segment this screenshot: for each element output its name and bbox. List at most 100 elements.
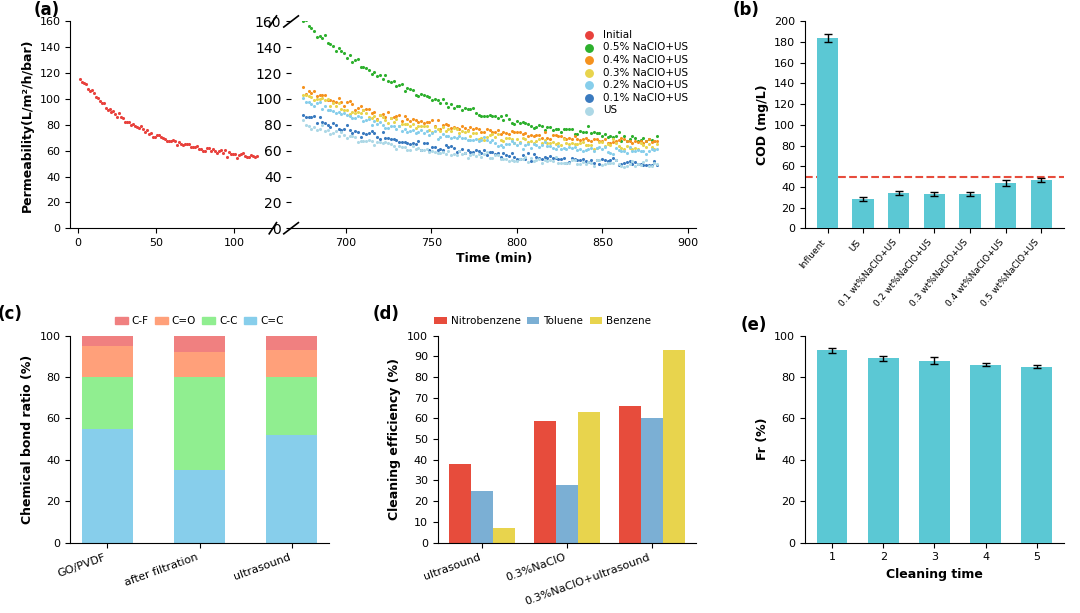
Point bbox=[297, 113, 314, 123]
Bar bbox=[1030, 180, 1052, 228]
Point bbox=[297, 97, 314, 107]
Point bbox=[450, 131, 468, 140]
Point bbox=[610, 135, 627, 145]
Point bbox=[396, 86, 414, 96]
Point bbox=[462, 147, 480, 156]
Point bbox=[366, 107, 383, 116]
Point bbox=[402, 139, 419, 149]
Point bbox=[302, 92, 320, 102]
Point bbox=[498, 150, 515, 160]
Point bbox=[522, 129, 539, 139]
Point bbox=[311, 97, 328, 107]
Point bbox=[500, 133, 517, 143]
Point bbox=[415, 118, 432, 128]
Point bbox=[561, 142, 578, 152]
Point bbox=[152, 132, 170, 142]
Point bbox=[575, 134, 592, 144]
Point bbox=[171, 137, 188, 147]
Point bbox=[440, 121, 457, 131]
Point bbox=[616, 131, 633, 141]
Point bbox=[596, 159, 613, 169]
Point bbox=[646, 144, 663, 154]
Point bbox=[372, 117, 389, 127]
Point bbox=[437, 149, 455, 159]
Point bbox=[374, 112, 391, 121]
Point bbox=[599, 156, 617, 166]
Point bbox=[189, 141, 206, 151]
Y-axis label: Chemical bond ratio (%): Chemical bond ratio (%) bbox=[21, 354, 33, 524]
Point bbox=[429, 95, 446, 105]
Point bbox=[541, 142, 558, 151]
Point bbox=[511, 138, 528, 148]
Point bbox=[626, 161, 644, 170]
Point bbox=[588, 128, 605, 137]
Point bbox=[330, 97, 348, 107]
Point bbox=[582, 128, 599, 137]
Point bbox=[516, 134, 534, 144]
Point bbox=[322, 94, 339, 104]
Point bbox=[516, 154, 534, 164]
Point bbox=[599, 147, 617, 157]
Bar bbox=[174, 377, 225, 470]
Point bbox=[95, 98, 112, 108]
Point bbox=[454, 121, 471, 131]
Bar bbox=[640, 419, 663, 543]
Point bbox=[495, 127, 512, 137]
Point bbox=[643, 137, 660, 147]
Point bbox=[316, 118, 334, 128]
Point bbox=[382, 121, 400, 131]
Bar bbox=[494, 528, 515, 543]
Point bbox=[297, 15, 314, 25]
Point bbox=[594, 136, 611, 146]
Point bbox=[484, 135, 501, 145]
Point bbox=[571, 145, 589, 154]
Point bbox=[457, 148, 474, 158]
Point bbox=[564, 138, 581, 148]
Point bbox=[306, 86, 323, 96]
Point bbox=[349, 127, 366, 137]
X-axis label: Time (min): Time (min) bbox=[456, 252, 532, 265]
Point bbox=[555, 132, 572, 142]
Point bbox=[492, 129, 510, 139]
Point bbox=[241, 152, 258, 162]
Point bbox=[313, 121, 330, 131]
Point bbox=[514, 117, 531, 127]
Point bbox=[618, 161, 635, 170]
Point bbox=[566, 154, 583, 164]
Point bbox=[302, 99, 320, 109]
Point bbox=[363, 69, 380, 79]
Point bbox=[571, 155, 589, 165]
Point bbox=[336, 129, 353, 139]
Point bbox=[486, 127, 503, 137]
Bar bbox=[174, 352, 225, 377]
Point bbox=[399, 119, 416, 129]
Point bbox=[607, 139, 624, 148]
Point bbox=[125, 119, 143, 129]
Point bbox=[374, 128, 391, 137]
Bar bbox=[888, 193, 909, 228]
Point bbox=[415, 138, 432, 148]
Point bbox=[541, 151, 558, 161]
Point bbox=[610, 141, 627, 151]
Point bbox=[114, 113, 132, 123]
Point bbox=[525, 131, 542, 140]
Point bbox=[391, 141, 408, 151]
Point bbox=[582, 158, 599, 167]
Point bbox=[596, 142, 613, 151]
Point bbox=[582, 136, 599, 146]
Point bbox=[489, 113, 507, 123]
Point bbox=[119, 116, 136, 126]
Point bbox=[349, 104, 366, 113]
Point bbox=[352, 62, 369, 72]
Point bbox=[610, 128, 627, 137]
Point bbox=[635, 133, 652, 143]
Point bbox=[457, 148, 474, 158]
Point bbox=[420, 92, 437, 102]
Point bbox=[484, 129, 501, 139]
Point bbox=[481, 110, 498, 120]
Point bbox=[338, 53, 355, 63]
Point bbox=[111, 109, 129, 118]
Point bbox=[327, 97, 345, 107]
Point bbox=[475, 135, 492, 145]
Point bbox=[577, 128, 594, 137]
